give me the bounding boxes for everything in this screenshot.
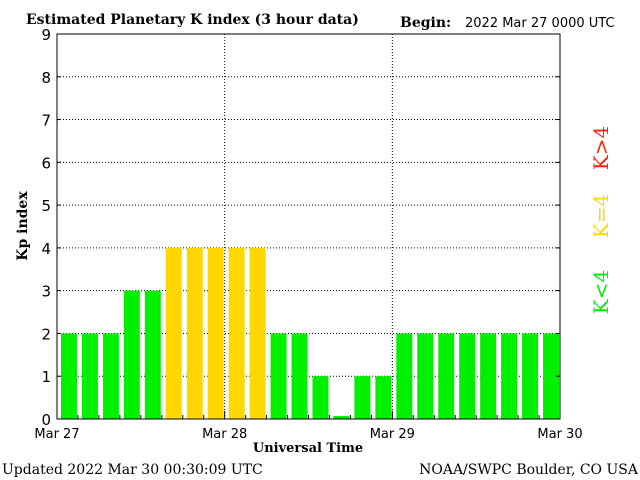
grid-lines — [57, 34, 560, 419]
y-tick-label: 7 — [41, 112, 51, 130]
y-tick-label: 3 — [41, 283, 51, 301]
legend-k-above-4: K>4 — [589, 126, 613, 170]
kp-bar — [186, 247, 203, 419]
kp-bar — [333, 416, 350, 419]
kp-bar — [438, 333, 455, 419]
x-axis-label: Universal Time — [253, 441, 363, 456]
axis-ticks: 0 1 2 3 4 5 6 7 8 9 Mar 27 Mar 28 Mar 29 Mar 30 — [34, 26, 582, 442]
y-tick-label: 5 — [41, 197, 51, 215]
kp-bar — [144, 290, 161, 419]
kp-bar — [459, 333, 476, 419]
kp-bar — [207, 247, 224, 419]
kp-bar — [396, 333, 413, 419]
kp-bar — [123, 290, 140, 419]
kp-bar — [270, 333, 287, 419]
kp-bar — [543, 333, 559, 419]
bars — [61, 247, 559, 419]
kp-bar — [354, 376, 371, 419]
kp-bar — [291, 333, 308, 419]
kp-bar — [228, 247, 245, 419]
kp-bar — [312, 376, 329, 419]
x-tick-label: Mar 27 — [34, 427, 79, 442]
y-tick-label: 1 — [41, 368, 51, 386]
legend-k-equal-4: K=4 — [589, 194, 613, 238]
x-tick-label: Mar 30 — [537, 427, 582, 442]
y-tick-label: 0 — [41, 411, 51, 429]
x-tick-label: Mar 29 — [370, 427, 415, 442]
kp-bar — [501, 333, 518, 419]
y-tick-label: 8 — [41, 69, 51, 87]
kp-bar — [61, 333, 77, 419]
begin-label: Begin: — [400, 15, 451, 31]
chart-title: Estimated Planetary K index (3 hour data… — [26, 12, 359, 28]
kp-bar — [165, 247, 182, 419]
x-tick-label: Mar 28 — [202, 427, 247, 442]
kp-bar — [522, 333, 539, 419]
footer-source: NOAA/SWPC Boulder, CO USA — [419, 462, 639, 478]
y-tick-label: 4 — [41, 240, 51, 258]
legend-k-below-4: K<4 — [589, 270, 613, 314]
kp-bar — [81, 333, 98, 419]
footer-updated: Updated 2022 Mar 30 00:30:09 UTC — [2, 462, 263, 478]
kp-bar — [375, 376, 392, 419]
begin-value: 2022 Mar 27 0000 UTC — [465, 16, 615, 31]
y-tick-label: 9 — [41, 26, 51, 44]
y-axis-label: Kp index — [15, 191, 31, 261]
kp-bar — [480, 333, 497, 419]
kp-bar — [102, 333, 119, 419]
y-tick-label: 6 — [41, 154, 51, 172]
kp-bar — [417, 333, 434, 419]
y-tick-label: 2 — [41, 325, 51, 343]
kp-bar — [249, 247, 266, 419]
